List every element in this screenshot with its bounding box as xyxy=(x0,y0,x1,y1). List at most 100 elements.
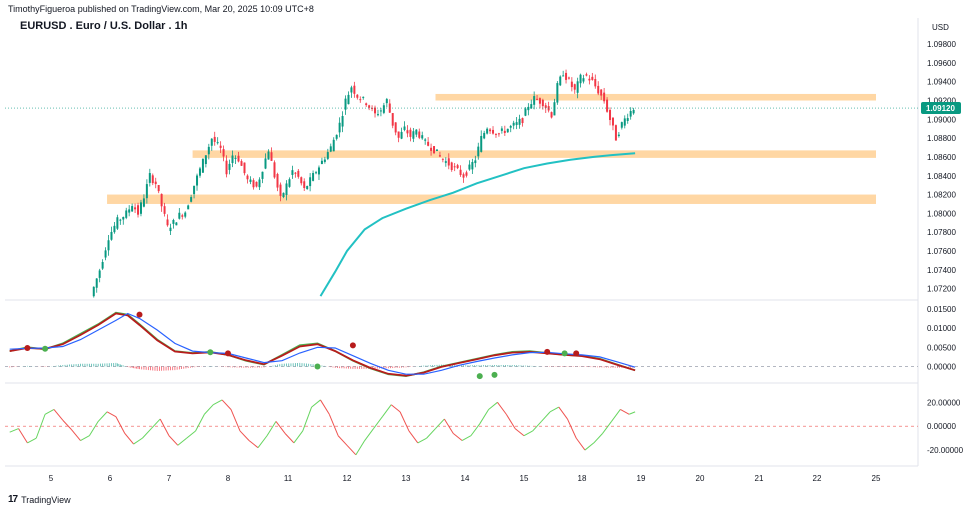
candle-body xyxy=(603,92,606,102)
osc-tick-label: 0.01000 xyxy=(927,324,956,333)
candle-body xyxy=(98,270,101,278)
cross-marker xyxy=(207,349,214,356)
momentum-segment xyxy=(452,432,463,441)
candle-body xyxy=(585,74,588,76)
time-tick-label: 19 xyxy=(637,474,646,483)
candle-body xyxy=(438,155,441,157)
osc-tick-label: 0.00000 xyxy=(927,362,956,371)
candle-body xyxy=(579,74,582,84)
candle-body xyxy=(576,81,579,93)
momentum-segment xyxy=(620,409,630,415)
candle-body xyxy=(474,160,477,164)
price-candles xyxy=(92,69,635,298)
price-tick-label: 1.09000 xyxy=(927,115,956,124)
candle-body xyxy=(512,122,515,126)
candle-body xyxy=(515,122,518,126)
tradingview-brand[interactable]: 17 TradingView xyxy=(8,494,71,505)
momentum-segment xyxy=(470,423,481,437)
candle-body xyxy=(294,172,297,174)
candle-body xyxy=(231,155,234,164)
momentum-segment xyxy=(399,411,410,432)
candle-body xyxy=(444,161,447,163)
time-tick-label: 22 xyxy=(813,474,822,483)
candle-body xyxy=(480,135,483,152)
momentum-segment xyxy=(549,406,560,413)
candle-body xyxy=(344,98,347,110)
candle-body xyxy=(362,96,365,98)
cross-marker xyxy=(544,348,551,355)
momentum-segment xyxy=(602,421,612,434)
candle-body xyxy=(113,225,116,233)
zone-rect xyxy=(435,93,876,101)
candle-body xyxy=(456,165,459,169)
candle-body xyxy=(240,161,243,166)
candle-body xyxy=(128,209,131,213)
candle-body xyxy=(237,155,240,162)
candle-body xyxy=(270,152,273,161)
candle-body xyxy=(418,131,421,138)
candle-body xyxy=(471,161,474,170)
momentum-segment xyxy=(239,430,250,441)
candle-body xyxy=(125,210,128,218)
candle-body xyxy=(594,79,597,87)
momentum-segment xyxy=(567,418,577,439)
momentum-segment xyxy=(133,437,143,445)
momentum-segment xyxy=(18,428,28,444)
candle-body xyxy=(427,141,430,146)
momentum-segment xyxy=(593,433,604,444)
candle-body xyxy=(382,105,385,113)
momentum-segment xyxy=(284,433,295,444)
candle-body xyxy=(160,193,163,207)
candle-body xyxy=(468,164,471,170)
momentum-segment xyxy=(461,435,472,441)
momentum-segment xyxy=(62,419,73,431)
candle-body xyxy=(606,99,609,112)
candle-body xyxy=(172,219,175,224)
momentum-segment xyxy=(71,429,81,441)
candle-body xyxy=(95,278,98,288)
support-resistance-zones xyxy=(107,93,877,204)
momentum-segment xyxy=(629,411,636,415)
candle-body xyxy=(178,212,181,219)
candle-body xyxy=(400,131,403,139)
candle-body xyxy=(279,184,282,196)
cross-marker xyxy=(349,342,356,349)
momentum-segment xyxy=(497,402,507,415)
momentum-segment xyxy=(168,435,179,446)
candle-body xyxy=(255,181,258,187)
oscillator-pane: 0.01500 0.01000 0.00500 0.00000 xyxy=(5,305,956,380)
price-tick-label: 1.09600 xyxy=(927,59,956,68)
ma-series-line xyxy=(319,152,636,297)
candle-body xyxy=(570,81,573,88)
momentum-segment xyxy=(293,430,304,444)
price-axis: USD 1.09800 1.09600 1.09400 1.09200 1.09000 1.… xyxy=(5,23,961,294)
candle-body xyxy=(312,173,315,181)
candle-body xyxy=(492,129,495,134)
last-price-badge xyxy=(921,102,961,115)
cross-marker xyxy=(314,363,321,370)
candle-body xyxy=(207,146,210,155)
candle-body xyxy=(267,151,270,160)
momentum-segment xyxy=(435,418,445,429)
time-tick-label: 14 xyxy=(461,474,470,483)
momentum-segment xyxy=(204,404,214,415)
cross-marker xyxy=(573,350,580,357)
candle-body xyxy=(264,158,267,169)
candle-body xyxy=(465,172,468,176)
momentum-segment xyxy=(355,440,366,456)
candle-body xyxy=(424,139,427,141)
candle-body xyxy=(412,131,415,139)
candle-body xyxy=(228,163,231,170)
cross-marker xyxy=(491,371,498,378)
momentum-segment xyxy=(337,435,348,446)
pane-separators xyxy=(5,18,919,467)
momentum-segment xyxy=(488,401,498,410)
cross-marker xyxy=(225,350,231,357)
currency-label: USD xyxy=(932,23,949,32)
momentum-segment xyxy=(390,404,401,413)
candle-body xyxy=(629,111,632,117)
momentum-segment xyxy=(320,399,330,415)
momentum-segment xyxy=(97,411,108,422)
candle-body xyxy=(567,77,570,79)
